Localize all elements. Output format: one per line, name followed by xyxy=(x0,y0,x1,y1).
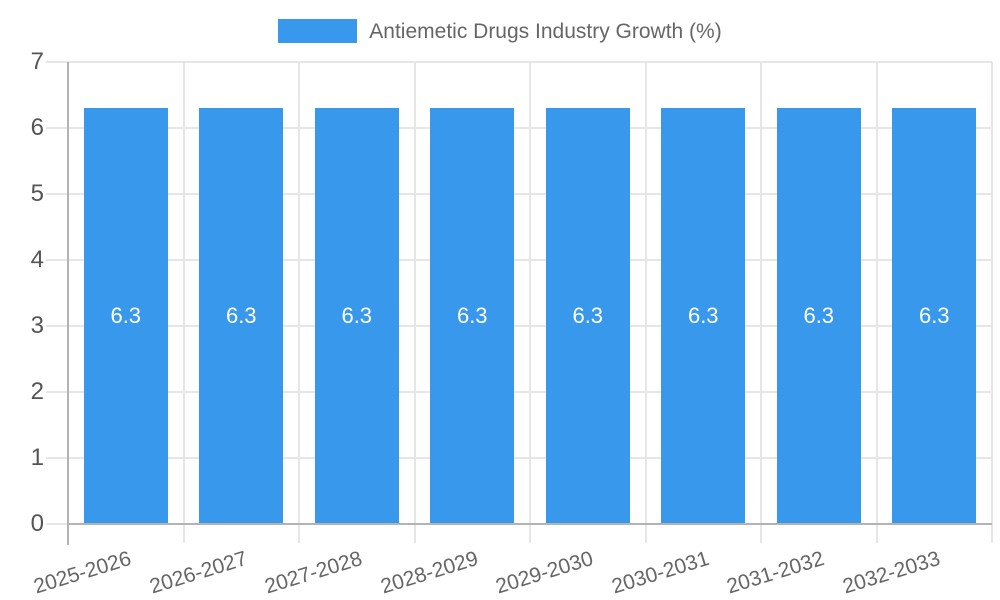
x-gridline xyxy=(298,62,300,543)
y-tick-label: 6 xyxy=(30,114,44,141)
y-gridline xyxy=(46,127,992,129)
y-tick-label: 0 xyxy=(30,510,44,537)
x-tick-label: 2029-2030 xyxy=(493,547,597,599)
x-gridline xyxy=(529,62,531,543)
y-tick-label: 2 xyxy=(30,378,44,405)
bar-value-label: 6.3 xyxy=(803,303,835,329)
y-gridline xyxy=(46,391,992,393)
y-tick-label: 3 xyxy=(30,312,44,339)
bar-value-label: 6.3 xyxy=(341,303,373,329)
x-tick-label: 2031-2032 xyxy=(724,547,828,599)
bar xyxy=(314,108,399,524)
y-tick-label: 5 xyxy=(30,180,44,207)
legend: Antiemetic Drugs Industry Growth (%) xyxy=(0,19,1000,43)
bar xyxy=(661,108,746,524)
x-axis-line xyxy=(68,523,992,525)
x-gridline xyxy=(413,62,416,543)
bar-value-label: 6.3 xyxy=(456,303,488,329)
x-gridline xyxy=(644,62,647,543)
bar-value-label: 6.3 xyxy=(918,303,950,329)
x-tick-label: 2027-2028 xyxy=(262,547,366,599)
x-gridline xyxy=(760,62,762,543)
bar-value-label: 6.3 xyxy=(687,303,719,329)
bar-value-label: 6.3 xyxy=(572,303,604,329)
x-tick-label: 2032-2033 xyxy=(839,547,943,599)
bar xyxy=(545,108,630,524)
chart-title: Antiemetic Drugs Industry Growth (%) xyxy=(369,19,722,43)
x-gridline xyxy=(875,62,878,543)
y-tick-label: 4 xyxy=(30,246,44,273)
y-tick-label: 1 xyxy=(30,444,44,471)
y-gridline xyxy=(46,325,992,327)
bar xyxy=(430,108,515,524)
x-tick-label: 2025-2026 xyxy=(31,547,135,599)
bar xyxy=(892,108,977,524)
bar-value-label: 6.3 xyxy=(225,303,257,329)
x-tick-label: 2028-2029 xyxy=(377,547,481,599)
y-gridline xyxy=(46,457,992,459)
y-gridline xyxy=(46,193,992,195)
x-tick-label: 2030-2031 xyxy=(608,547,712,599)
bar xyxy=(199,108,284,524)
bar-value-label: 6.3 xyxy=(110,303,142,329)
x-gridline xyxy=(182,62,185,543)
y-gridline xyxy=(46,61,992,63)
y-tick-label: 7 xyxy=(30,48,44,75)
x-tick-label: 2026-2027 xyxy=(146,547,250,599)
y-gridline xyxy=(46,259,992,261)
y-axis-line xyxy=(67,62,69,545)
legend-swatch xyxy=(278,19,358,43)
x-gridline xyxy=(991,62,993,543)
bar xyxy=(776,108,861,524)
bar xyxy=(83,108,168,524)
